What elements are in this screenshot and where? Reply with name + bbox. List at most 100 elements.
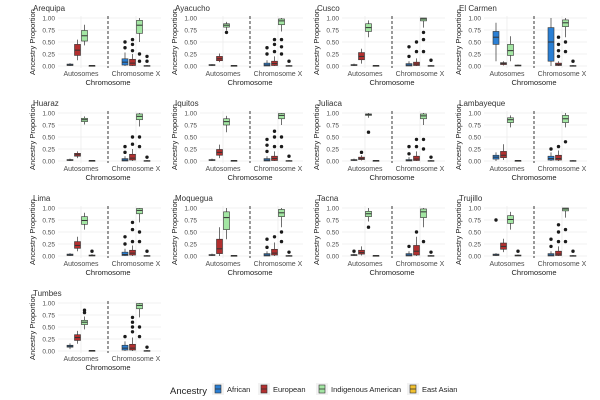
y-tick-label: 0.25 xyxy=(326,52,339,59)
facet-title: Arequipa xyxy=(33,4,66,13)
x-axis-title: Chromosome xyxy=(369,173,414,182)
y-tick-label: 0.25 xyxy=(184,147,197,154)
y-tick-label: 1.00 xyxy=(326,16,339,23)
box-indigenous-american xyxy=(365,208,372,229)
box xyxy=(129,153,136,161)
legend-label: European xyxy=(273,385,306,394)
outlier-point xyxy=(549,237,553,241)
outlier-point xyxy=(366,225,371,229)
box xyxy=(413,245,420,256)
box-african xyxy=(121,334,129,351)
outlier-point xyxy=(279,144,284,149)
outlier-point xyxy=(265,149,269,154)
box-european xyxy=(555,144,562,161)
x-tick-label: Autosomes xyxy=(347,166,383,173)
box-east-asian xyxy=(230,255,238,257)
box-east-asian xyxy=(88,249,96,257)
outlier-point xyxy=(265,237,269,241)
y-tick-label: 0.75 xyxy=(326,218,339,225)
outlier-point xyxy=(421,147,426,151)
outlier-point xyxy=(130,227,135,232)
y-axis-title: Ancestry Proportion xyxy=(170,199,179,265)
x-tick-label: Autosomes xyxy=(63,166,99,173)
outlier-point xyxy=(556,35,561,39)
x-axis-title: Chromosome xyxy=(369,268,414,277)
y-axis-title: Ancestry Proportion xyxy=(170,104,179,170)
y-tick-label: 0.00 xyxy=(468,254,481,261)
box-east-asian xyxy=(88,160,96,162)
y-tick-label: 1.00 xyxy=(42,206,55,213)
box-east-asian xyxy=(230,160,238,162)
outlier-point xyxy=(137,239,142,244)
y-tick-label: 0.50 xyxy=(184,135,197,142)
box-european xyxy=(216,53,223,63)
box-european xyxy=(271,129,278,161)
box-indigenous-american xyxy=(278,113,285,149)
legend-label: African xyxy=(227,385,250,394)
outlier-point xyxy=(137,144,142,149)
outlier-point xyxy=(272,235,277,239)
outlier-point xyxy=(556,239,561,244)
box xyxy=(555,250,562,256)
box-east-asian xyxy=(143,345,151,352)
outlier-point xyxy=(556,230,561,234)
x-axis-title: Chromosome xyxy=(85,363,130,372)
y-tick-label: 0.00 xyxy=(326,159,339,166)
box-african xyxy=(208,64,216,66)
legend-label: East Asian xyxy=(422,385,457,394)
legend: Ancestry African European Indigenous Americ… xyxy=(170,383,457,397)
outlier-point xyxy=(421,37,426,42)
outlier-point xyxy=(407,244,411,249)
y-axis-title: Ancestry Proportion xyxy=(454,9,463,75)
outlier-point xyxy=(137,135,142,139)
outlier-point xyxy=(123,334,127,339)
x-tick-label: Autosomes xyxy=(489,261,525,268)
box xyxy=(500,151,507,158)
x-tick-label: Chromosome X xyxy=(396,71,445,78)
y-tick-label: 0.25 xyxy=(326,147,339,154)
outlier-point xyxy=(137,325,142,329)
outlier-point xyxy=(272,135,277,139)
y-tick-label: 0.25 xyxy=(326,242,339,249)
box-european xyxy=(271,37,278,66)
box xyxy=(129,58,136,66)
outlier-point xyxy=(279,52,284,56)
x-axis-title: Chromosome xyxy=(85,78,130,87)
y-tick-label: 0.50 xyxy=(326,135,339,142)
box-european xyxy=(413,137,420,161)
outlier-point xyxy=(272,37,277,42)
box-european xyxy=(358,48,365,64)
outlier-point xyxy=(130,220,135,225)
box-indigenous-american xyxy=(365,20,372,38)
y-tick-label: 0.25 xyxy=(42,242,55,249)
box-indigenous-american xyxy=(278,18,285,56)
box-african xyxy=(350,158,358,161)
outlier-point xyxy=(130,239,135,244)
box-east-asian xyxy=(143,249,151,257)
box-african xyxy=(66,158,74,161)
outlier-point xyxy=(407,152,411,156)
outlier-point xyxy=(123,144,127,149)
box xyxy=(507,44,514,56)
box-indigenous-american xyxy=(136,303,143,339)
box-east-asian xyxy=(427,58,435,67)
y-tick-label: 0.50 xyxy=(326,40,339,47)
outlier-point xyxy=(556,42,561,47)
y-axis-title: Ancestry Proportion xyxy=(28,9,37,75)
facet-title: Tumbes xyxy=(33,289,62,298)
box-european xyxy=(358,246,365,256)
x-tick-label: Chromosome X xyxy=(396,166,445,173)
x-axis-title: Chromosome xyxy=(369,78,414,87)
facet-title: El Carmen xyxy=(459,4,497,13)
y-tick-label: 0.75 xyxy=(42,123,55,130)
x-tick-label: Autosomes xyxy=(205,261,241,268)
facet-title: Huaraz xyxy=(33,99,59,108)
outlier-point xyxy=(414,137,419,142)
outlier-point xyxy=(130,42,135,47)
box xyxy=(547,27,555,62)
outlier-point xyxy=(366,130,371,134)
outlier-point xyxy=(130,135,135,139)
